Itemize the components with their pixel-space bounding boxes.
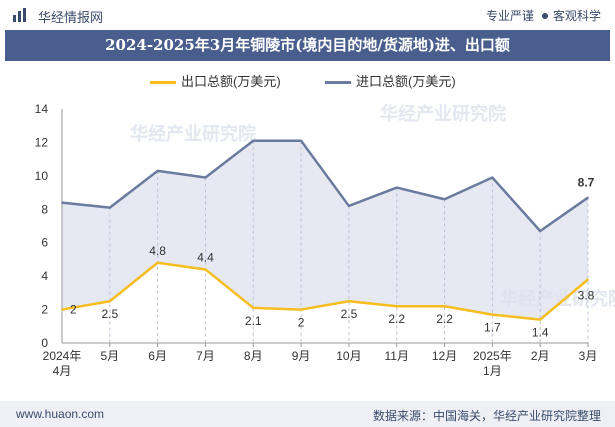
top-bar: 华经情报网 专业严谨 客观科学 bbox=[0, 0, 615, 30]
export-data-point bbox=[156, 261, 159, 264]
export-data-point bbox=[395, 305, 398, 308]
brand-name: 华经情报网 bbox=[38, 10, 104, 25]
import-data-point bbox=[109, 206, 111, 209]
export-data-label: 2.2 bbox=[388, 312, 405, 326]
x-tick-label: 2024年 4月 bbox=[43, 349, 82, 378]
export-data-label: 4.8 bbox=[149, 244, 166, 258]
y-tick-label: 8 bbox=[41, 202, 48, 216]
export-data-label: 1.4 bbox=[532, 326, 549, 340]
export-data-point bbox=[491, 313, 494, 316]
import-data-point bbox=[539, 230, 541, 232]
export-data-point bbox=[61, 308, 63, 311]
x-tick-label: 12月 bbox=[432, 349, 457, 363]
import-data-label: 8.7 bbox=[578, 176, 595, 190]
export-data-point bbox=[587, 278, 589, 281]
import-data-point bbox=[443, 198, 446, 201]
y-tick-label: 10 bbox=[35, 169, 49, 183]
logo-icon bbox=[13, 8, 26, 22]
title-bar: 2024-2025年3月年铜陵市(境内目的地/货源地)进、出口额 bbox=[5, 30, 610, 61]
export-data-label: 2 bbox=[298, 316, 305, 330]
x-tick-label: 11月 bbox=[384, 349, 408, 363]
export-data-point bbox=[252, 307, 255, 309]
data-source: 数据来源：中国海关，华经产业研究院整理 bbox=[372, 409, 601, 423]
x-tick-label: 10月 bbox=[336, 349, 361, 363]
import-data-point bbox=[348, 205, 350, 207]
legend-import-label: 进口总额(万美元) bbox=[356, 74, 456, 89]
slogan-tag-1: 专业严谨 bbox=[485, 9, 534, 23]
export-data-point bbox=[443, 305, 446, 308]
export-data-point bbox=[109, 300, 111, 303]
x-tick-label: 8月 bbox=[244, 349, 263, 363]
legend-export-swatch bbox=[150, 81, 176, 85]
x-tick-label: 3月 bbox=[579, 349, 598, 363]
export-data-point bbox=[348, 300, 350, 303]
import-data-point bbox=[395, 186, 398, 189]
footer: www.huaon.com 数据来源：中国海关，华经产业研究院整理 bbox=[0, 401, 615, 427]
export-data-label: 2.1 bbox=[245, 314, 262, 328]
y-tick-label: 0 bbox=[41, 336, 48, 350]
export-data-label: 2.5 bbox=[341, 307, 358, 321]
x-tick-label: 5月 bbox=[100, 349, 119, 363]
watermark-text: 华经产业研究院 bbox=[380, 103, 506, 125]
legend-item-import: 进口总额(万美元) bbox=[325, 71, 456, 90]
export-data-point bbox=[539, 318, 541, 321]
y-tick-label: 14 bbox=[35, 102, 49, 116]
x-tick-label: 6月 bbox=[148, 349, 167, 363]
x-tick-label: 9月 bbox=[292, 349, 311, 363]
legend-import-swatch bbox=[325, 81, 351, 85]
import-data-point bbox=[300, 139, 302, 142]
legend: 出口总额(万美元) 进口总额(万美元) bbox=[0, 71, 615, 91]
x-tick-label: 7月 bbox=[196, 349, 215, 363]
x-tick-label: 2月 bbox=[531, 349, 550, 363]
y-tick-label: 2 bbox=[41, 303, 48, 317]
import-data-point bbox=[252, 139, 255, 142]
export-data-label: 2.2 bbox=[436, 312, 453, 326]
bullet-icon bbox=[541, 13, 548, 20]
website-link[interactable]: www.huaon.com bbox=[16, 407, 105, 421]
export-data-label: 2 bbox=[70, 303, 77, 317]
export-series-line bbox=[61, 261, 589, 321]
export-data-label: 4.4 bbox=[197, 250, 214, 264]
y-tick-label: 12 bbox=[35, 135, 49, 149]
y-tick-label: 4 bbox=[41, 269, 48, 283]
legend-export-label: 出口总额(万美元) bbox=[181, 74, 281, 89]
export-data-point bbox=[204, 268, 207, 271]
x-tick-label: 2025年 1月 bbox=[473, 349, 512, 378]
import-series-line bbox=[61, 139, 589, 233]
import-data-point bbox=[491, 176, 494, 179]
import-data-point bbox=[156, 170, 159, 172]
export-data-point bbox=[300, 308, 302, 311]
chart-title: 2024-2025年3月年铜陵市(境内目的地/货源地)进、出口额 bbox=[105, 36, 510, 54]
watermark-text: 华经产业研究院 bbox=[130, 123, 256, 145]
import-data-point bbox=[587, 196, 589, 199]
area-band bbox=[62, 140, 588, 320]
y-tick-label: 6 bbox=[41, 236, 48, 250]
legend-item-export: 出口总额(万美元) bbox=[150, 71, 281, 90]
slogan: 专业严谨 客观科学 bbox=[486, 7, 601, 24]
export-data-label: 3.8 bbox=[578, 288, 595, 302]
import-data-point bbox=[61, 201, 63, 204]
export-data-label: 1.7 bbox=[484, 321, 501, 335]
export-data-label: 2.5 bbox=[101, 307, 118, 321]
slogan-tag-2: 客观科学 bbox=[552, 9, 601, 23]
import-data-point bbox=[204, 176, 207, 179]
